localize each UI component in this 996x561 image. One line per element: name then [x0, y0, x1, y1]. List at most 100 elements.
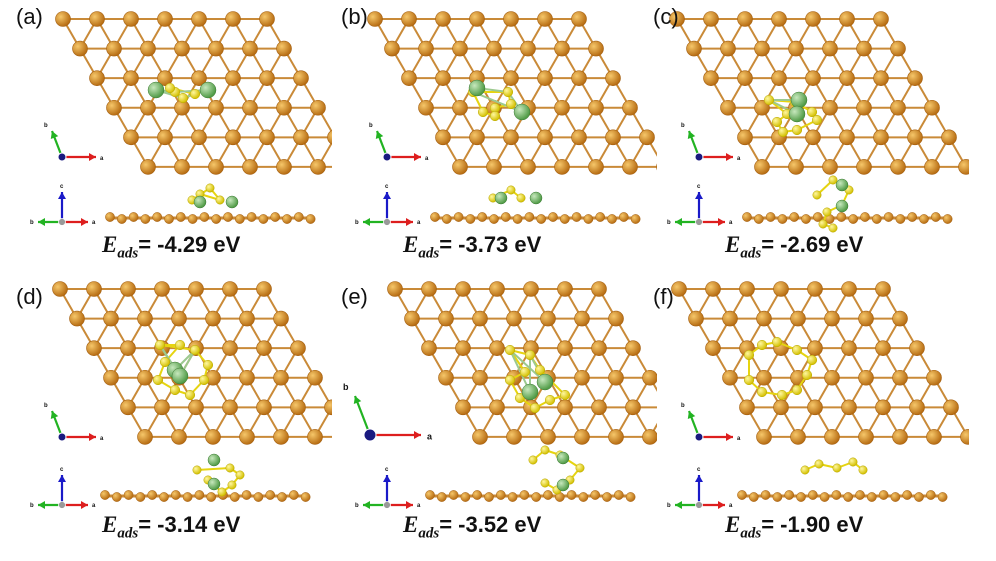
- slab-atom: [241, 490, 252, 500]
- metal-atom: [554, 159, 570, 175]
- metal-atom: [591, 340, 607, 356]
- slab-atom: [919, 214, 929, 224]
- adsorbate-top: [467, 79, 531, 122]
- top-view-axes: ab: [681, 403, 741, 442]
- metal-atom: [171, 310, 187, 327]
- sulfur-atom: [756, 339, 768, 351]
- metal-atom: [455, 281, 471, 297]
- metal-atom: [188, 399, 204, 416]
- energy-symbol: E: [725, 512, 741, 537]
- axis-origin: [58, 218, 66, 226]
- metal-atom: [875, 399, 891, 416]
- energy-value: = -3.14 eV: [138, 512, 241, 537]
- arrow-head: [38, 218, 45, 226]
- slab-atom: [777, 214, 788, 224]
- sulfur-atom: [818, 219, 828, 229]
- energy-symbol: E: [102, 512, 118, 537]
- axis-a-label: a: [100, 436, 104, 442]
- arrow-head: [38, 501, 45, 509]
- metal-atom: [205, 310, 221, 327]
- sulfur-atom: [154, 339, 166, 351]
- adsorption-energy: Eads= -4.29 eV: [102, 232, 240, 262]
- metal-atom: [574, 429, 590, 445]
- metal-atom: [242, 159, 258, 175]
- side-view-axes: a b c: [30, 184, 96, 226]
- metal-atom: [642, 369, 657, 386]
- cluster-atom: [171, 367, 189, 385]
- metal-atom: [788, 159, 804, 175]
- slab-atom: [234, 214, 245, 224]
- adsorption-energy: Eads= -3.52 eV: [403, 512, 541, 542]
- axis-b-label: b: [30, 503, 34, 509]
- slab-atom: [305, 214, 316, 224]
- slab-atom: [618, 212, 629, 222]
- axis-a-label: a: [737, 156, 741, 162]
- metal-atom: [824, 429, 840, 445]
- slab-atom: [270, 212, 281, 222]
- axis-c-label: c: [385, 184, 389, 190]
- metal-atom: [771, 11, 787, 27]
- arrow-head: [363, 501, 370, 509]
- slab-atom: [100, 490, 110, 500]
- metal-atom: [259, 11, 275, 27]
- side-view-axes: a b c: [667, 184, 733, 226]
- sulfur-atom: [164, 82, 176, 94]
- sulfur-atom: [225, 463, 235, 473]
- metal-atom: [486, 159, 502, 175]
- metal-atom: [191, 11, 207, 27]
- slab-atom: [737, 490, 747, 500]
- slab-atom: [772, 492, 783, 502]
- metal-atom: [106, 40, 122, 57]
- metal-atom: [926, 369, 942, 386]
- top-view-lattice: [52, 281, 332, 445]
- axis-origin: [695, 218, 703, 226]
- slab-atom: [836, 212, 847, 222]
- cluster-atom: [835, 178, 849, 192]
- slab-atom: [907, 212, 918, 222]
- arrow-head: [383, 475, 391, 482]
- top-view-axes: ab: [44, 403, 104, 442]
- axis-b-label: b: [44, 123, 48, 129]
- axis-origin: [695, 501, 703, 509]
- axis-c-label: c: [697, 467, 701, 473]
- slab-atom: [760, 490, 771, 500]
- axis-origin: [382, 152, 392, 162]
- slab-atom: [495, 490, 506, 500]
- adsorption-energy: Eads= -3.73 eV: [403, 232, 541, 262]
- sulfur-atom: [858, 465, 868, 475]
- energy-value: = -2.69 eV: [761, 232, 864, 257]
- metal-atom: [639, 129, 655, 146]
- slab-atom: [789, 212, 800, 222]
- metal-atom: [703, 70, 719, 86]
- axis-b-label: b: [681, 123, 685, 129]
- metal-atom: [907, 129, 923, 146]
- metal-atom: [256, 399, 272, 416]
- metal-atom: [472, 310, 488, 327]
- metal-atom: [225, 11, 241, 27]
- sulfur-atom: [217, 487, 227, 497]
- panel-label: (b): [341, 4, 368, 29]
- energy-symbol: E: [403, 512, 419, 537]
- slab-atom: [159, 492, 169, 502]
- metal-atom: [120, 281, 136, 297]
- slab-atom: [578, 492, 589, 502]
- lattice-bonds: [676, 18, 967, 168]
- metal-atom: [608, 429, 624, 445]
- metal-atom: [256, 340, 272, 356]
- metal-atom: [273, 369, 289, 386]
- side-view-axes: a b c: [355, 184, 421, 226]
- metal-atom: [890, 99, 906, 116]
- sulfur-atom: [763, 94, 775, 106]
- sulfur-atom: [777, 126, 789, 138]
- top-view-lattice: [669, 11, 969, 175]
- metal-atom: [452, 40, 468, 57]
- metal-atom: [472, 429, 488, 445]
- metal-atom: [557, 399, 573, 416]
- metal-atom: [489, 399, 505, 416]
- metal-atom: [140, 159, 156, 175]
- metal-atom: [858, 429, 874, 445]
- axis-b-label: b: [667, 503, 671, 509]
- slab-atom: [607, 214, 617, 224]
- metal-atom: [208, 159, 224, 175]
